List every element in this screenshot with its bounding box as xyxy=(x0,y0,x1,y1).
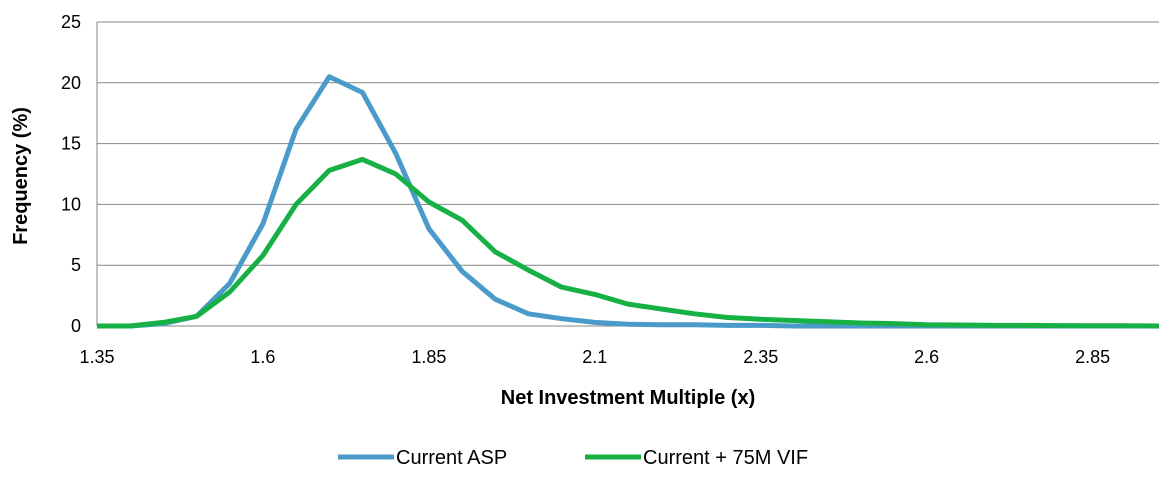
series-line-0 xyxy=(97,74,1159,329)
y-tick-label: 20 xyxy=(61,73,81,93)
y-axis-title: Frequency (%) xyxy=(10,107,32,245)
x-tick-label: 2.1 xyxy=(582,347,607,367)
x-tick-label: 1.85 xyxy=(411,347,446,367)
x-tick-label: 2.6 xyxy=(914,347,939,367)
x-tick-label: 2.85 xyxy=(1075,347,1110,367)
y-tick-label: 5 xyxy=(71,255,81,275)
y-tick-label: 15 xyxy=(61,134,81,154)
x-axis-ticks: 1.35 1.6 1.85 2.1 2.35 2.6 2.85 xyxy=(79,347,1110,367)
series-line-1 xyxy=(97,156,1159,329)
plot-series xyxy=(97,74,1159,329)
gridlines xyxy=(96,21,1159,327)
x-tick-label: 1.6 xyxy=(250,347,275,367)
legend: Current ASP Current + 75M VIF xyxy=(338,447,808,469)
x-tick-label: 1.35 xyxy=(79,347,114,367)
x-axis-title: Net Investment Multiple (x) xyxy=(501,387,755,409)
legend-label-current-asp: Current ASP xyxy=(396,447,507,469)
y-axis-ticks: 0 5 10 15 20 25 xyxy=(61,12,81,336)
y-tick-label: 0 xyxy=(71,316,81,336)
legend-label-current-75m-vif: Current + 75M VIF xyxy=(643,447,808,469)
x-tick-label: 2.35 xyxy=(743,347,778,367)
y-tick-label: 10 xyxy=(61,194,81,214)
y-tick-label: 25 xyxy=(61,12,81,32)
